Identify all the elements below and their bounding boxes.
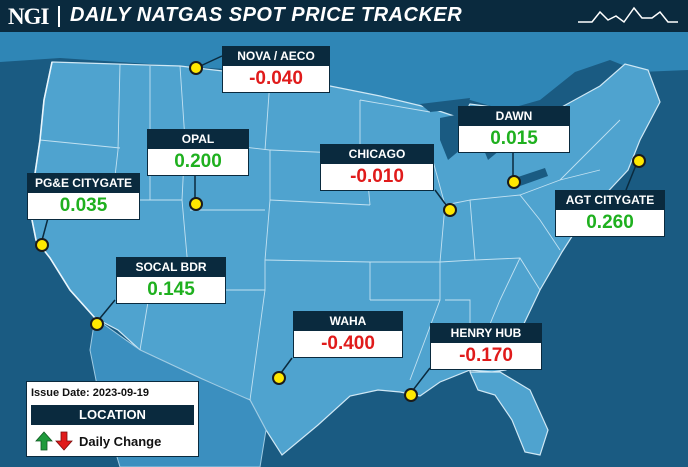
hub-label-agt-citygate[interactable]: AGT CITYGATE 0.260 <box>555 190 665 237</box>
hub-name: DAWN <box>459 107 569 126</box>
pin-opal[interactable] <box>189 197 203 211</box>
hub-name: PG&E CITYGATE <box>28 174 139 193</box>
hub-value: 0.200 <box>174 151 222 172</box>
hub-value: -0.040 <box>249 68 303 89</box>
pin-chicago[interactable] <box>443 203 457 217</box>
page-title: DAILY NATGAS SPOT PRICE TRACKER <box>70 4 463 26</box>
daily-change-label: Daily Change <box>79 433 162 449</box>
issue-date: Issue Date: 2023-09-19 <box>31 387 150 399</box>
hub-label-henry-hub[interactable]: HENRY HUB -0.170 <box>430 323 542 370</box>
price-sparkline-icon <box>578 6 678 24</box>
pin-agt-citygate[interactable] <box>632 154 646 168</box>
location-legend-label: LOCATION <box>31 405 194 425</box>
hub-value: -0.170 <box>459 345 513 366</box>
hub-name: AGT CITYGATE <box>556 191 664 210</box>
pin-dawn[interactable] <box>507 175 521 189</box>
pin-henry-hub[interactable] <box>404 388 418 402</box>
hub-value: 0.145 <box>147 279 195 300</box>
hub-name: WAHA <box>294 312 402 331</box>
hub-value: 0.015 <box>490 128 538 149</box>
pin-nova-aeco[interactable] <box>189 61 203 75</box>
daily-change-legend: Daily Change <box>27 425 198 451</box>
pin-socal-bdr[interactable] <box>90 317 104 331</box>
hub-label-nova-aeco[interactable]: NOVA / AECO -0.040 <box>222 46 330 93</box>
hub-name: HENRY HUB <box>431 324 541 343</box>
logo-divider <box>58 6 60 27</box>
hub-label-opal[interactable]: OPAL 0.200 <box>147 129 249 176</box>
hub-name: OPAL <box>148 130 248 149</box>
header-bar: NGI DAILY NATGAS SPOT PRICE TRACKER <box>0 0 688 32</box>
ngi-logo: NGI <box>8 4 49 29</box>
hub-name: SOCAL BDR <box>117 258 225 277</box>
hub-label-socal-bdr[interactable]: SOCAL BDR 0.145 <box>116 257 226 304</box>
legend-box: Issue Date: 2023-09-19 LOCATION Daily Ch… <box>26 381 199 457</box>
hub-name: NOVA / AECO <box>223 47 329 66</box>
green-up-arrow-icon <box>35 431 53 451</box>
hub-value: 0.035 <box>59 195 108 216</box>
pin-pge-citygate[interactable] <box>35 238 49 252</box>
hub-value: -0.400 <box>321 333 375 354</box>
hub-label-pge-citygate[interactable]: PG&E CITYGATE 0.035 <box>27 173 140 220</box>
red-down-arrow-icon <box>55 431 73 451</box>
pin-waha[interactable] <box>272 371 286 385</box>
hub-label-dawn[interactable]: DAWN 0.015 <box>458 106 570 153</box>
hub-label-chicago[interactable]: CHICAGO -0.010 <box>320 144 434 191</box>
hub-name: CHICAGO <box>321 145 433 164</box>
hub-value: -0.010 <box>350 166 404 187</box>
hub-value: 0.260 <box>586 212 634 233</box>
hub-label-waha[interactable]: WAHA -0.400 <box>293 311 403 358</box>
